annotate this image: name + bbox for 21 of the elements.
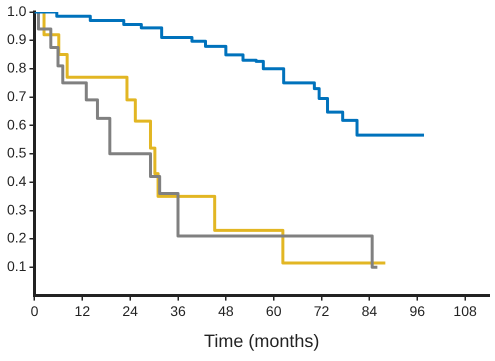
x-tick-label: 24 — [122, 302, 138, 319]
y-tick-label: 0.5 — [6, 144, 27, 161]
x-tick-label: 60 — [266, 302, 282, 319]
y-tick-label: 0.7 — [6, 88, 27, 104]
y-tick-label: 0.1 — [6, 258, 27, 274]
y-tick-label: 0.9 — [6, 31, 27, 48]
y-tick-label: 0.2 — [6, 230, 27, 246]
y-tick-label: 0.6 — [6, 116, 27, 132]
x-tick-label: 36 — [170, 302, 186, 319]
x-tick-label: 96 — [409, 302, 426, 319]
x-axis-title: Time (months) — [204, 331, 320, 352]
x-tick-label: 12 — [74, 302, 90, 319]
y-tick-label: 1.0 — [6, 2, 27, 19]
y-tick-label: 0.8 — [6, 60, 27, 76]
x-tick-label: 48 — [218, 302, 234, 319]
y-tick-label: 0.3 — [6, 201, 27, 218]
x-tick-label: 108 — [453, 302, 477, 319]
x-tick-label: 84 — [362, 302, 378, 319]
x-tick-label: 0 — [30, 302, 39, 319]
x-tick-label: 72 — [314, 302, 330, 319]
y-tick-label: 0.4 — [6, 173, 27, 190]
